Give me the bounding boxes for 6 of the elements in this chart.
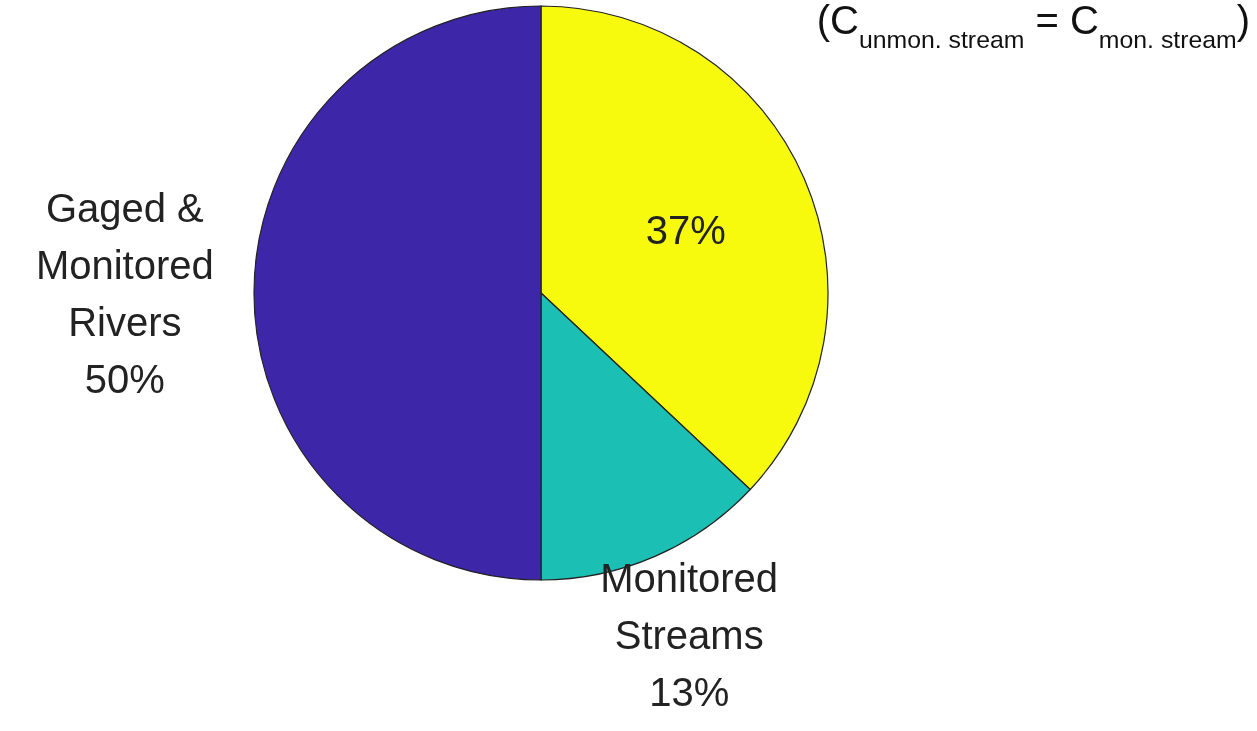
text: (C$_{unmon. stream}$ = C$_{mon. stream}$) — [816, 0, 1250, 53]
slice-label: Monitored Streams — [600, 556, 779, 658]
slice-label: Gaged & Monitored Rivers — [35, 185, 214, 344]
data-label: 37% — [645, 208, 726, 253]
data-label: 50% — [84, 356, 165, 401]
data-label: 13% — [649, 670, 730, 715]
